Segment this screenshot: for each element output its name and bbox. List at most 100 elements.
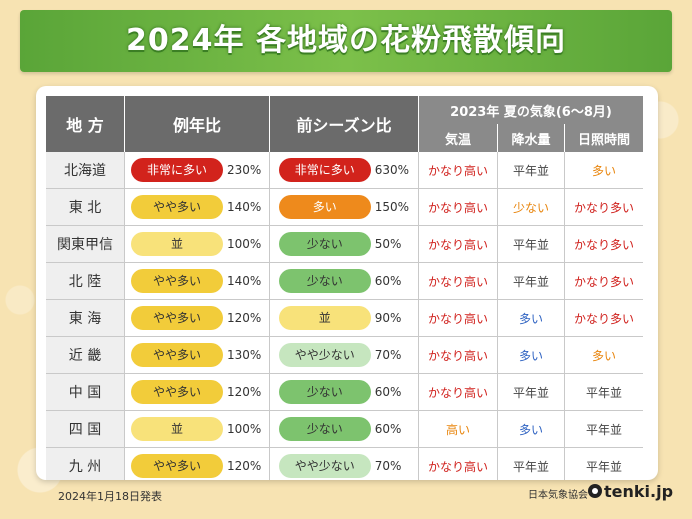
yearly-badge: 非常に多い [131,158,223,182]
yearly-cell: やや多い [124,373,223,411]
sun-value: かなり多い [564,262,643,300]
table-row: 中 国やや多い 120% 少ない 60% かなり高い 平年並 平年並 [46,373,643,411]
region-name: 関東甲信 [46,225,125,263]
previous-badge: 並 [278,306,371,330]
header-temp: 気温 [418,124,498,152]
title-banner: 2024年 各地域の花粉飛散傾向 [20,10,672,72]
temp-value: かなり高い [418,188,498,226]
sun-value: 平年並 [564,373,643,411]
header-summer: 2023年 夏の気象(6～8月) [418,96,643,124]
yearly-badge: やや多い [131,343,223,367]
previous-percent: 60% [370,262,419,300]
table-row: 四 国並 100% 少ない 60% 高い 多い 平年並 [46,410,643,448]
temp-value: かなり高い [418,447,498,480]
previous-cell: やや少ない [270,448,371,481]
previous-badge: 少ない [278,269,371,293]
previous-badge: やや少ない [278,343,371,367]
temp-value: かなり高い [418,262,498,300]
sun-value: 多い [564,336,643,374]
yearly-percent: 140% [223,188,270,226]
release-date: 2024年1月18日発表 [58,490,162,503]
pollen-table-panel: 地 方 例年比 前シーズン比 2023年 夏の気象(6～8月) 気温 降水量 日… [36,86,658,480]
previous-badge: 少ない [278,380,371,404]
table-row: 九 州やや多い 120% やや少ない 70% かなり高い 平年並 平年並 [46,447,643,481]
yearly-cell: 並 [124,225,223,263]
previous-cell: 少ない [269,410,371,448]
table-row: 北海道 非常に多い 230% 非常に多い 630% かなり高い 平年並 多い [46,152,643,189]
table-row: 北 陸やや多い 140% 少ない 60% かなり高い 平年並 かなり多い [46,262,643,300]
previous-cell: 少ない [269,262,371,300]
page-title: 2024年 各地域の花粉飛散傾向 [126,23,566,58]
previous-cell: 並 [269,299,371,337]
header-yearly: 例年比 [124,96,270,152]
temp-value: かなり高い [418,336,498,374]
table-row: 近 畿やや多い 130% やや少ない 70% かなり高い 多い 多い [46,336,643,374]
temp-value: かなり高い [418,373,498,411]
yearly-cell: やや多い [124,188,223,226]
previous-cell: やや少ない [269,336,371,374]
brand-name: tenki.jp [604,482,674,501]
temp-value: 高い [418,410,498,448]
rain-value: 平年並 [497,225,565,263]
temp-value: かなり高い [418,225,498,263]
region-name: 北海道 [46,152,125,189]
previous-percent: 90% [370,299,419,337]
previous-percent: 70% [370,447,419,480]
temp-value: かなり高い [418,152,498,189]
previous-percent: 60% [370,373,419,411]
yearly-percent: 230% [223,152,270,189]
yearly-badge: やや多い [131,306,223,330]
yearly-badge: 並 [131,232,223,256]
yearly-percent: 100% [223,225,270,263]
previous-cell: 少ない [269,225,371,263]
region-name: 東 北 [46,188,125,226]
previous-badge: やや少ない [278,454,371,478]
previous-badge: 非常に多い [278,158,371,182]
previous-cell: 非常に多い [269,152,371,189]
previous-badge: 少ない [278,417,371,441]
yearly-percent: 120% [223,373,270,411]
yearly-badge: やや多い [131,454,223,478]
yearly-cell: やや多い [124,336,223,374]
sun-value: かなり多い [564,225,643,263]
yearly-cell: 非常に多い [124,152,223,189]
yearly-percent: 140% [223,262,270,300]
sun-value: かなり多い [564,188,643,226]
rain-value: 平年並 [497,152,565,189]
previous-percent: 70% [370,336,419,374]
tenki-logo-icon [588,484,602,498]
rain-value: 平年並 [497,447,565,480]
previous-badge: 多い [278,195,371,219]
header-rain: 降水量 [497,124,565,152]
rain-value: 少ない [497,188,565,226]
yearly-percent: 100% [223,410,270,448]
yearly-badge: やや多い [131,269,223,293]
temp-value: かなり高い [418,299,498,337]
yearly-badge: 並 [131,417,223,441]
sun-value: 平年並 [564,410,643,448]
yearly-percent: 130% [223,336,270,374]
yearly-cell: 並 [124,410,223,448]
previous-percent: 150% [370,188,419,226]
table-row: 東 北やや多い 140% 多い 150% かなり高い 少ない かなり多い [46,188,643,226]
region-name: 近 畿 [46,336,125,374]
yearly-cell: やや多い [124,262,223,300]
rain-value: 平年並 [497,373,565,411]
region-name: 四 国 [46,410,125,448]
sun-value: かなり多い [564,299,643,337]
rain-value: 多い [497,336,565,374]
header-sun: 日照時間 [564,124,643,152]
previous-percent: 60% [370,410,419,448]
previous-badge: 少ない [278,232,371,256]
sun-value: 平年並 [585,459,622,474]
yearly-badge: やや多い [131,195,223,219]
pollen-table: 地 方 例年比 前シーズン比 2023年 夏の気象(6～8月) 気温 降水量 日… [46,96,643,480]
previous-percent: 50% [370,225,419,263]
rain-value: 多い [497,410,565,448]
yearly-percent: 120% [223,299,270,337]
region-name: 中 国 [46,373,125,411]
previous-cell: 多い [269,188,371,226]
org-name: 日本気象協会 [528,490,588,501]
header-region: 地 方 [46,96,125,152]
header-previous: 前シーズン比 [269,96,419,152]
